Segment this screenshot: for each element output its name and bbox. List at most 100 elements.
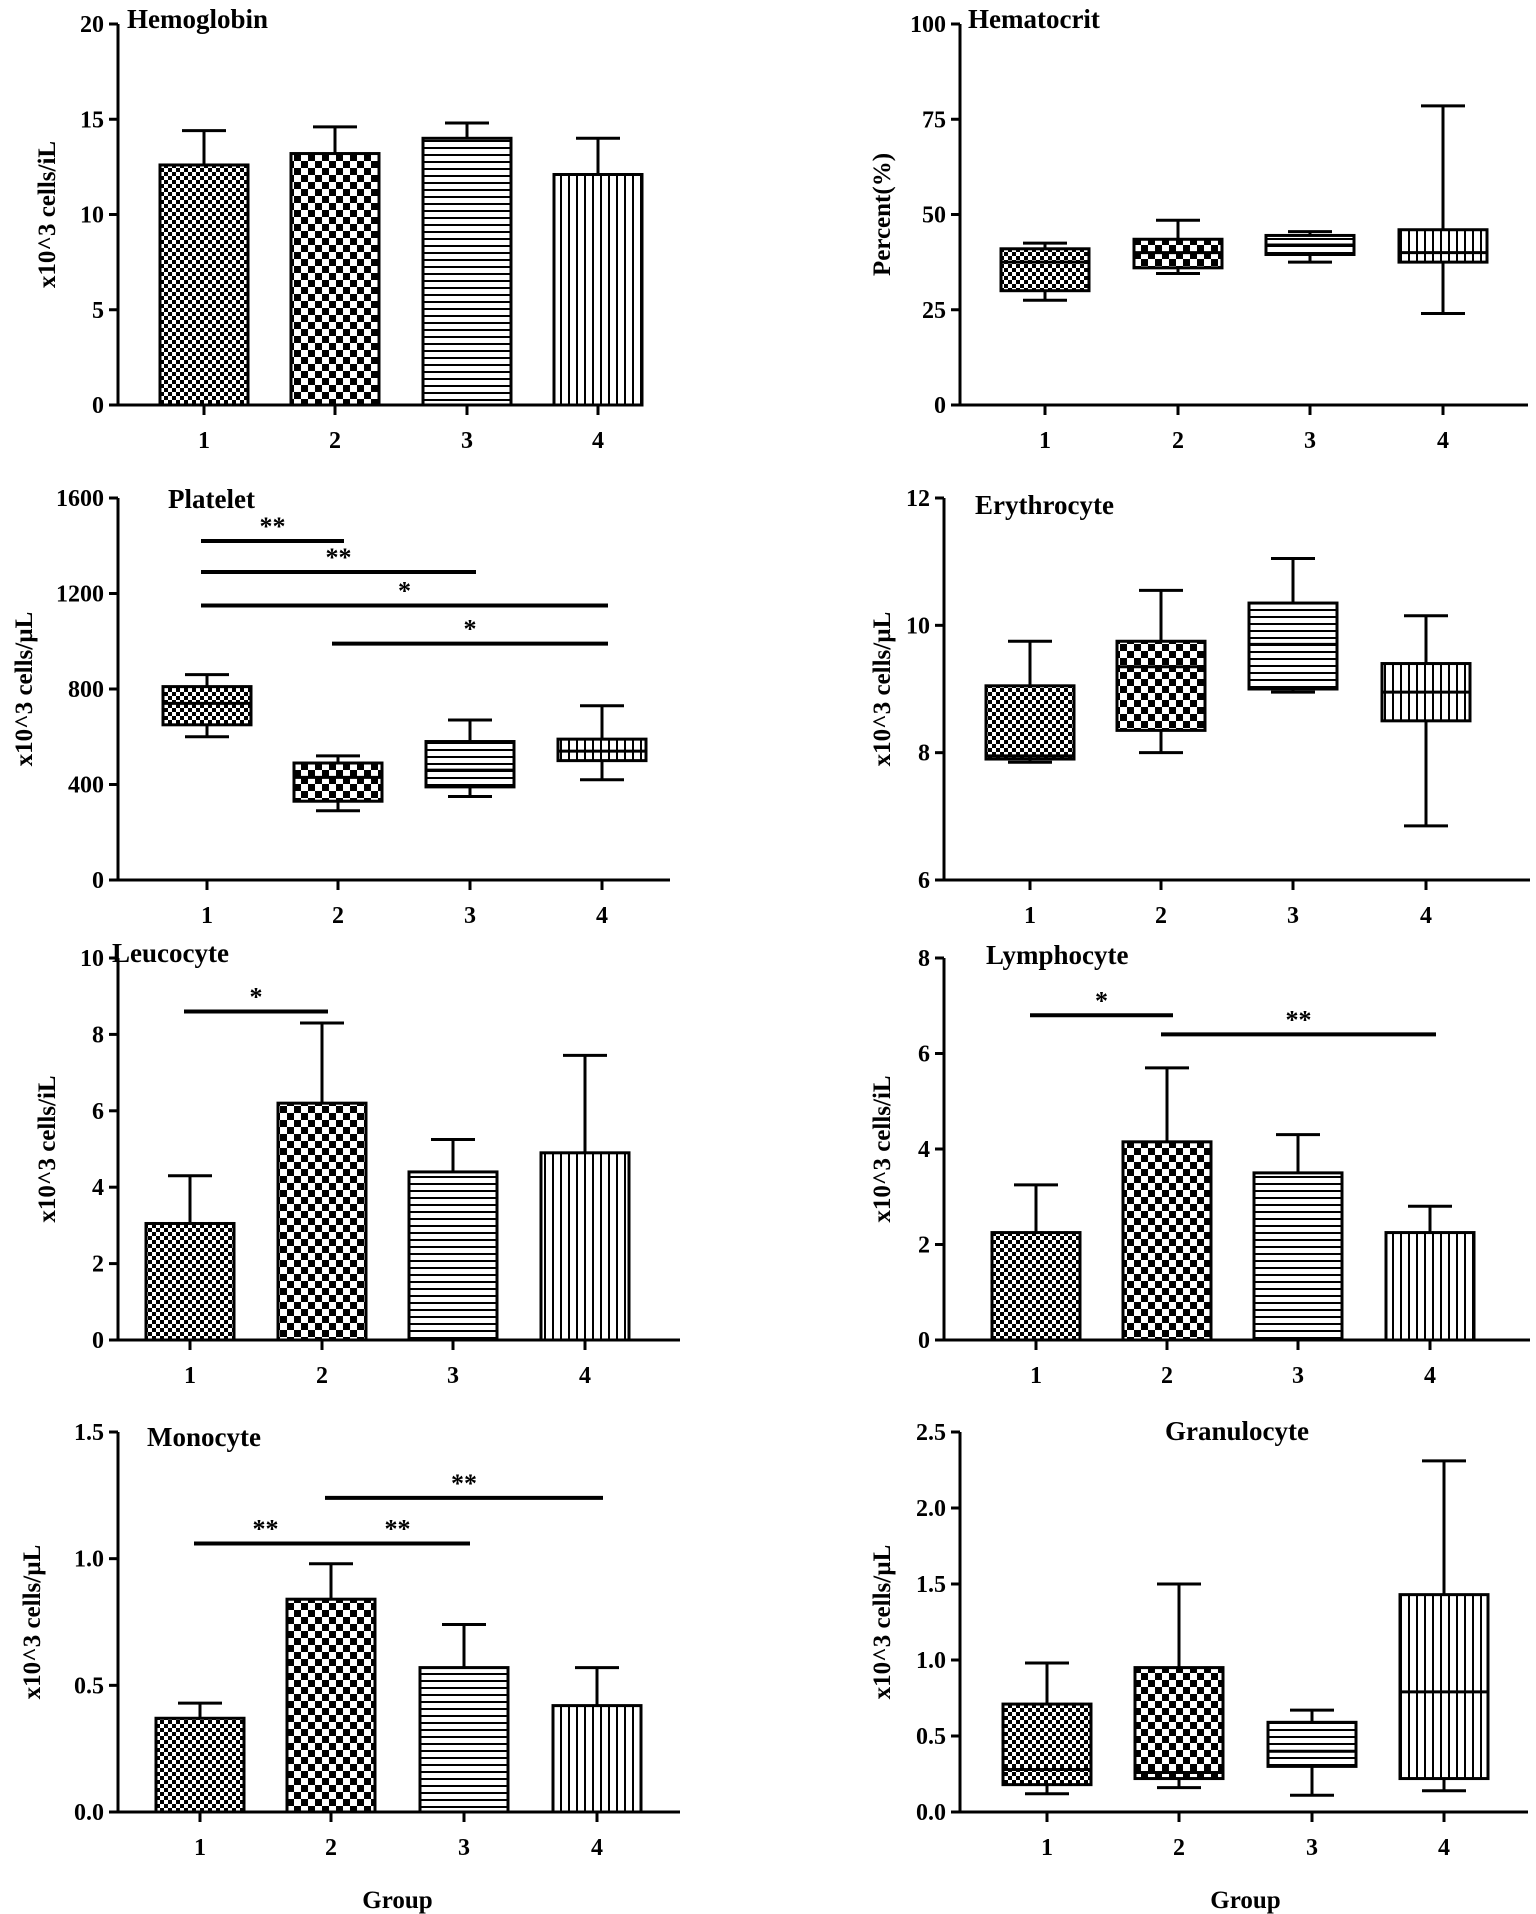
bar: [552, 172, 644, 407]
y-tick-label: 1.0: [74, 1547, 104, 1573]
y-tick-label: 4: [92, 1175, 104, 1201]
x-tick-label: 4: [1420, 903, 1432, 929]
x-tick-label: 4: [592, 428, 604, 454]
significance-label: **: [451, 1469, 477, 1498]
x-axis-label: Group: [1210, 1887, 1280, 1914]
y-tick-label: 0.0: [74, 1800, 104, 1826]
y-tick-label: 400: [68, 773, 104, 799]
y-tick-label: 20: [80, 12, 104, 38]
bar: [1121, 1140, 1213, 1342]
x-tick-label: 1: [1024, 903, 1036, 929]
box: [1001, 1702, 1093, 1787]
significance-label: **: [326, 543, 352, 572]
x-tick-label: 1: [201, 903, 213, 929]
y-tick-label: 50: [922, 203, 946, 229]
y-tick-label: 25: [922, 298, 946, 324]
bar: [1252, 1171, 1344, 1342]
x-tick-label: 2: [329, 428, 341, 454]
box: [424, 740, 516, 789]
significance-label: *: [250, 982, 263, 1011]
x-tick-label: 1: [184, 1363, 196, 1389]
bar: [990, 1231, 1082, 1342]
bar: [289, 152, 381, 407]
y-tick-label: 0: [918, 1328, 930, 1354]
bar: [407, 1170, 499, 1342]
bar: [158, 163, 250, 407]
y-tick-label: 800: [68, 677, 104, 703]
x-tick-label: 1: [194, 1835, 206, 1861]
y-tick-label: 1.0: [916, 1648, 946, 1674]
x-tick-label: 3: [447, 1363, 459, 1389]
y-tick-label: 2.0: [916, 1496, 946, 1522]
y-tick-label: 8: [918, 741, 930, 767]
chart-title: Hematocrit: [968, 4, 1100, 34]
y-axis-label: x10^3 cells/µL: [11, 612, 38, 767]
box: [999, 247, 1091, 293]
x-tick-label: 2: [325, 1835, 337, 1861]
y-tick-label: 10: [906, 613, 930, 639]
y-tick-label: 6: [918, 868, 930, 894]
x-tick-label: 3: [458, 1835, 470, 1861]
significance-label: *: [464, 615, 477, 644]
x-tick-label: 4: [591, 1835, 603, 1861]
x-tick-label: 3: [1292, 1363, 1304, 1389]
box: [1266, 1720, 1358, 1768]
y-tick-label: 0: [934, 393, 946, 419]
x-tick-label: 1: [198, 428, 210, 454]
bar: [539, 1151, 631, 1342]
y-tick-label: 0.5: [74, 1673, 104, 1699]
box: [1397, 228, 1489, 264]
chart-title: Granulocyte: [1165, 1416, 1309, 1446]
y-axis-label: Percent(%): [869, 153, 896, 276]
y-tick-label: 10: [80, 203, 104, 229]
x-tick-label: 4: [579, 1363, 591, 1389]
x-tick-label: 2: [332, 903, 344, 929]
y-axis-label: x10^3 cells/µL: [869, 612, 896, 767]
y-tick-label: 6: [92, 1099, 104, 1125]
y-tick-label: 10: [80, 946, 104, 972]
chart-panel-1: 0 5 10 15 20 1 2 3 4 Hemoglobin x10^3 cells/iL: [34, 4, 644, 454]
y-tick-label: 0: [92, 868, 104, 894]
significance-label: **: [260, 512, 286, 541]
y-tick-label: 1.5: [74, 1420, 104, 1446]
y-tick-label: 5: [92, 298, 104, 324]
chart-panel-8: 0.0 0.5 1.0 1.5 2.0 2.5 1 2 3 4 Granulocyte x10^3 c…: [869, 1416, 1528, 1914]
y-tick-label: 6: [918, 1042, 930, 1068]
x-tick-label: 1: [1039, 428, 1051, 454]
chart-title: Lymphocyte: [986, 940, 1129, 970]
significance-label: *: [1095, 986, 1108, 1015]
bar: [285, 1597, 377, 1814]
x-axis-label: Group: [362, 1887, 432, 1914]
significance-label: **: [1286, 1005, 1312, 1034]
y-tick-label: 4: [918, 1137, 930, 1163]
significance-label: **: [253, 1514, 279, 1543]
y-tick-label: 75: [922, 107, 946, 133]
y-axis-label: x10^3 cells/iL: [869, 1075, 896, 1222]
y-tick-label: 1600: [56, 486, 104, 512]
y-tick-label: 12: [906, 486, 930, 512]
y-tick-label: 15: [80, 107, 104, 133]
bar: [276, 1101, 368, 1342]
box: [292, 761, 384, 803]
y-tick-label: 0.0: [916, 1800, 946, 1826]
y-tick-label: 0.5: [916, 1724, 946, 1750]
y-axis-label: x10^3 cells/iL: [34, 1075, 61, 1222]
bar: [144, 1221, 236, 1342]
x-tick-label: 3: [1306, 1835, 1318, 1861]
y-axis-label: x10^3 cells/µL: [19, 1545, 46, 1700]
chart-title: Leucocyte: [112, 938, 229, 968]
x-tick-label: 3: [464, 903, 476, 929]
box: [1133, 1666, 1225, 1781]
x-tick-label: 4: [1437, 428, 1449, 454]
x-tick-label: 1: [1030, 1363, 1042, 1389]
bar: [551, 1704, 643, 1814]
bar: [154, 1716, 246, 1814]
y-axis-label: x10^3 cells/µL: [869, 1545, 896, 1700]
y-tick-label: 1200: [56, 582, 104, 608]
box: [1115, 639, 1207, 732]
bar: [421, 136, 513, 407]
y-tick-label: 8: [918, 946, 930, 972]
significance-label: *: [398, 576, 411, 605]
y-tick-label: 8: [92, 1022, 104, 1048]
